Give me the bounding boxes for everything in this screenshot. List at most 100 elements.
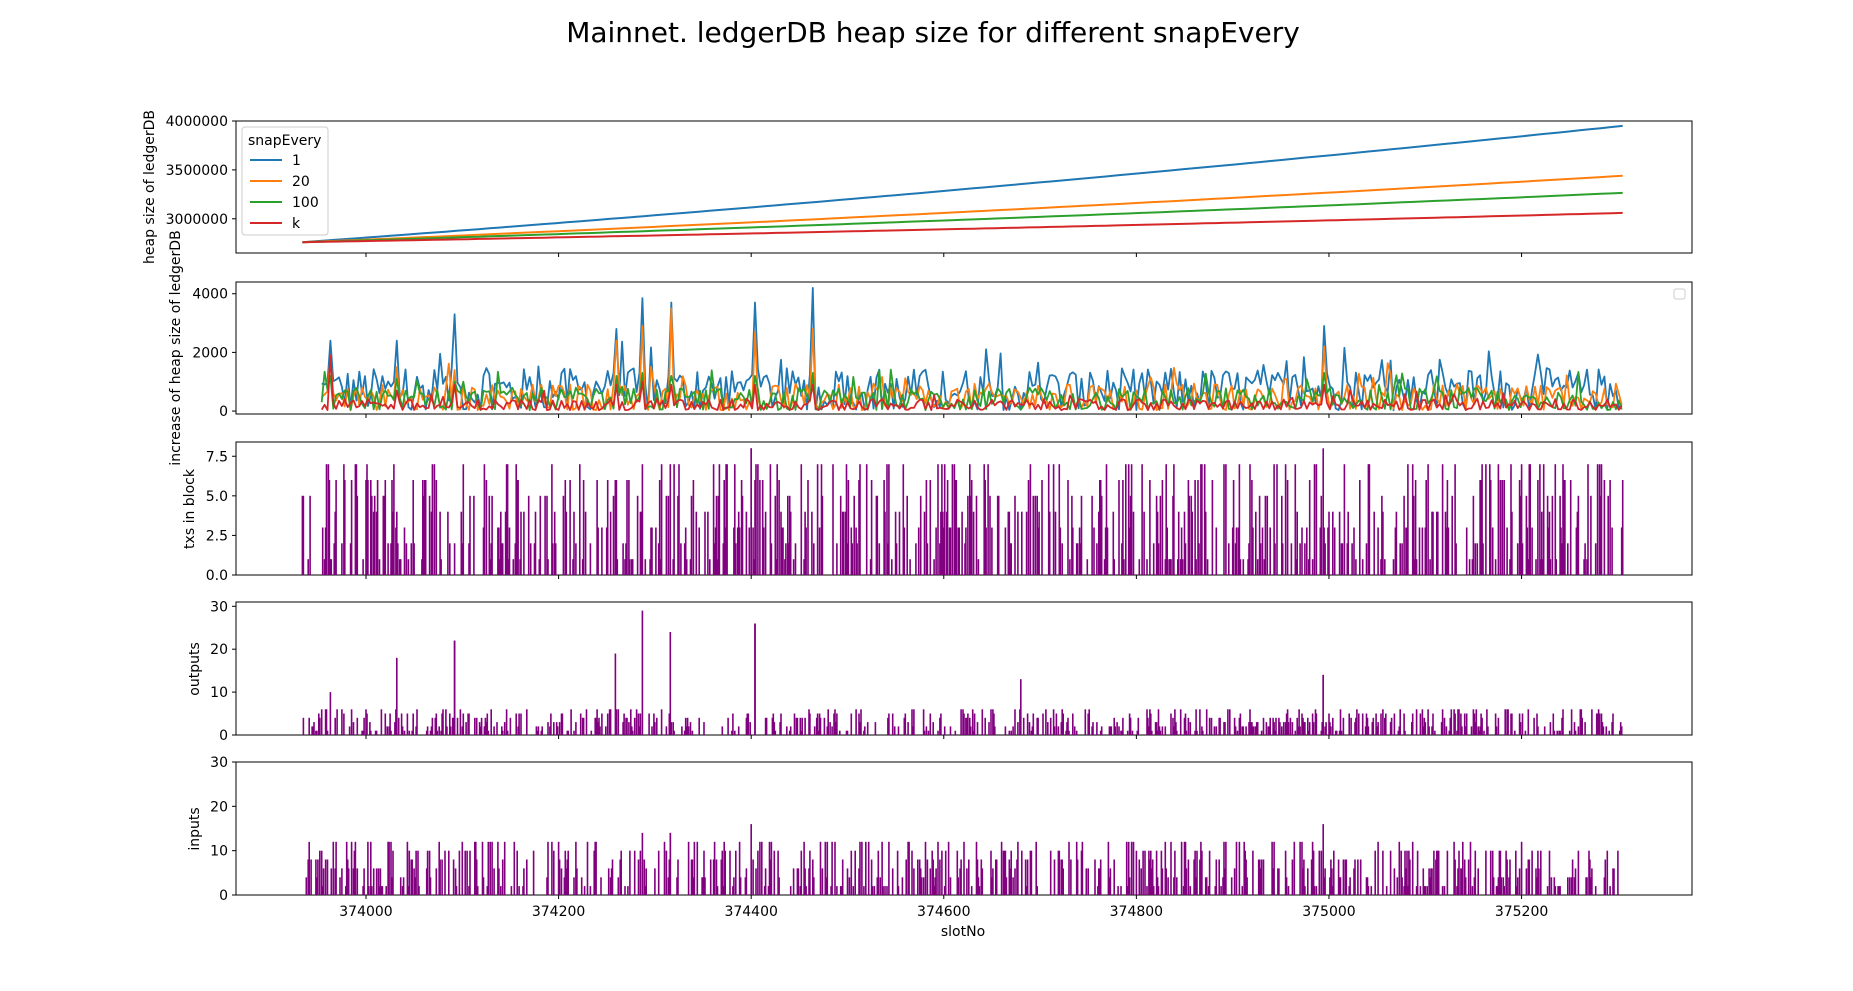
bar-outputs [1272,717,1274,735]
bar-outputs [1605,726,1608,735]
bar-inputs [607,868,610,895]
bar-inputs [809,850,811,895]
bar-inputs [834,841,836,895]
bar-txs [1194,480,1196,575]
bar-inputs [428,850,431,895]
bar-outputs [1017,722,1019,735]
bar-txs [375,511,378,575]
bar-outputs [656,717,658,735]
bar-txs [1132,511,1135,575]
bar-outputs [800,730,803,735]
bar-txs [1249,464,1251,575]
bar-txs [1149,480,1151,575]
bar-outputs [839,730,841,735]
bar-inputs [937,841,939,895]
bar-outputs [734,730,736,735]
bar-peak-inputs-1 [1322,824,1324,895]
bar-outputs [449,713,451,735]
bar-txs [1455,543,1457,575]
bar-outputs [1464,726,1467,735]
bar-outputs [1340,730,1343,735]
bar-txs [1281,543,1284,575]
bar-outputs [823,717,826,735]
bar-outputs [1303,722,1305,735]
bar-inputs [379,868,382,895]
bar-outputs [1248,722,1250,735]
bar-inputs [995,859,998,895]
bar-txs [1041,480,1043,575]
bar-outputs [390,730,392,735]
bar-outputs [1087,713,1089,735]
bar-inputs [620,850,622,895]
bar-outputs [1242,726,1245,735]
x-tick-label: 375200 [1495,904,1548,920]
bar-txs [1225,464,1227,575]
bar-txs [616,559,619,575]
bar-outputs [1154,722,1157,735]
bar-inputs [735,850,737,895]
bar-inputs [980,859,983,895]
bar-inputs [871,886,874,895]
bar-inputs [558,859,561,895]
bar-outputs [772,713,775,735]
bar-outputs [315,730,317,735]
bar-outputs [1577,726,1580,735]
bar-outputs [1241,726,1244,735]
bar-inputs [792,868,795,895]
bar-txs [508,527,511,575]
bar-outputs [651,726,653,735]
bar-inputs [1458,850,1460,895]
bar-inputs [368,886,370,895]
bar-inputs [704,877,706,895]
bar-outputs [1382,709,1384,735]
bar-outputs [1556,730,1558,735]
bar-txs [1146,559,1148,575]
bar-txs [1100,495,1103,575]
bar-inputs [886,886,888,895]
bar-inputs [334,868,336,895]
bar-inputs [1144,850,1146,895]
bar-outputs [962,709,964,735]
bar-outputs [765,717,768,735]
series-heap [302,124,1623,244]
bar-outputs [1194,730,1196,735]
bar-txs [354,464,357,575]
bar-outputs [866,722,869,735]
bar-inputs [667,877,670,895]
bar-outputs [1301,713,1303,735]
bar-inputs [709,859,712,895]
bar-inputs [644,886,647,895]
bar-txs [902,464,905,575]
bar-txs [1264,495,1267,575]
bar-txs [1173,464,1175,575]
y-tick-label-increase: 2000 [192,345,228,361]
bar-outputs [1196,730,1198,735]
bar-txs [1392,559,1395,575]
bar-txs [935,527,937,575]
bar-outputs [478,722,481,735]
bar-inputs [371,886,373,895]
bar-outputs [1348,713,1350,735]
bar-outputs [536,730,539,735]
bar-txs [1333,527,1336,575]
bar-outputs [1536,713,1538,735]
bar-outputs [1307,717,1309,735]
bar-inputs [345,841,348,895]
bar-outputs [595,717,597,735]
bar-outputs [1215,726,1218,735]
bar-outputs [1148,726,1150,735]
bar-txs [1152,543,1155,575]
bar-inputs [1454,859,1456,895]
bar-txs [804,511,806,575]
bar-outputs [1358,713,1360,735]
bar-outputs [375,730,378,735]
bar-txs [527,495,530,575]
bar-outputs [1497,717,1500,735]
increase-line-k [320,354,1623,412]
bar-inputs [1222,877,1224,895]
bar-outputs [1477,726,1479,735]
bar-inputs [553,850,555,895]
bar-txs [1471,559,1474,575]
bar-inputs [1273,841,1275,895]
bar-inputs [414,877,416,895]
